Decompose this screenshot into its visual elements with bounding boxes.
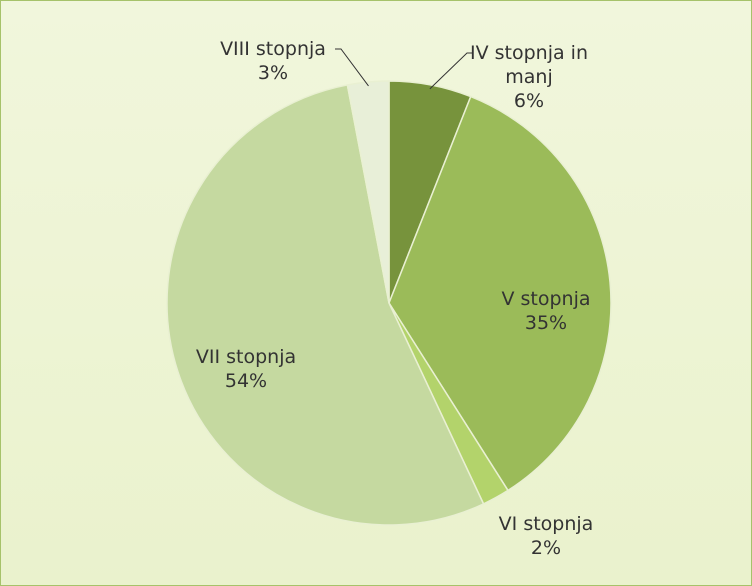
- category-label: V stopnja: [501, 288, 591, 310]
- pie-slice: [346, 80, 390, 304]
- slice-label: IV stopnja in manj 6%: [464, 41, 594, 113]
- slice-label: V stopnja 35%: [476, 287, 616, 335]
- value-label: 3%: [257, 62, 289, 84]
- leader-line: [429, 52, 473, 90]
- value-label: 54%: [224, 370, 268, 392]
- pie-slice: [388, 95, 612, 492]
- category-label: VIII stopnja: [220, 38, 326, 60]
- category-label: VI stopnja: [498, 513, 594, 535]
- leader-line: [335, 48, 369, 87]
- category-label: VII stopnja: [195, 346, 297, 368]
- slice-label: VII stopnja 54%: [176, 345, 316, 393]
- category-label: IV stopnja in manj: [470, 42, 588, 88]
- value-label: 2%: [530, 537, 562, 559]
- value-label: 6%: [513, 90, 545, 112]
- slice-label: VI stopnja 2%: [476, 512, 616, 560]
- value-label: 35%: [524, 312, 568, 334]
- slice-label: VIII stopnja 3%: [198, 37, 348, 85]
- pie-slice: [166, 84, 485, 526]
